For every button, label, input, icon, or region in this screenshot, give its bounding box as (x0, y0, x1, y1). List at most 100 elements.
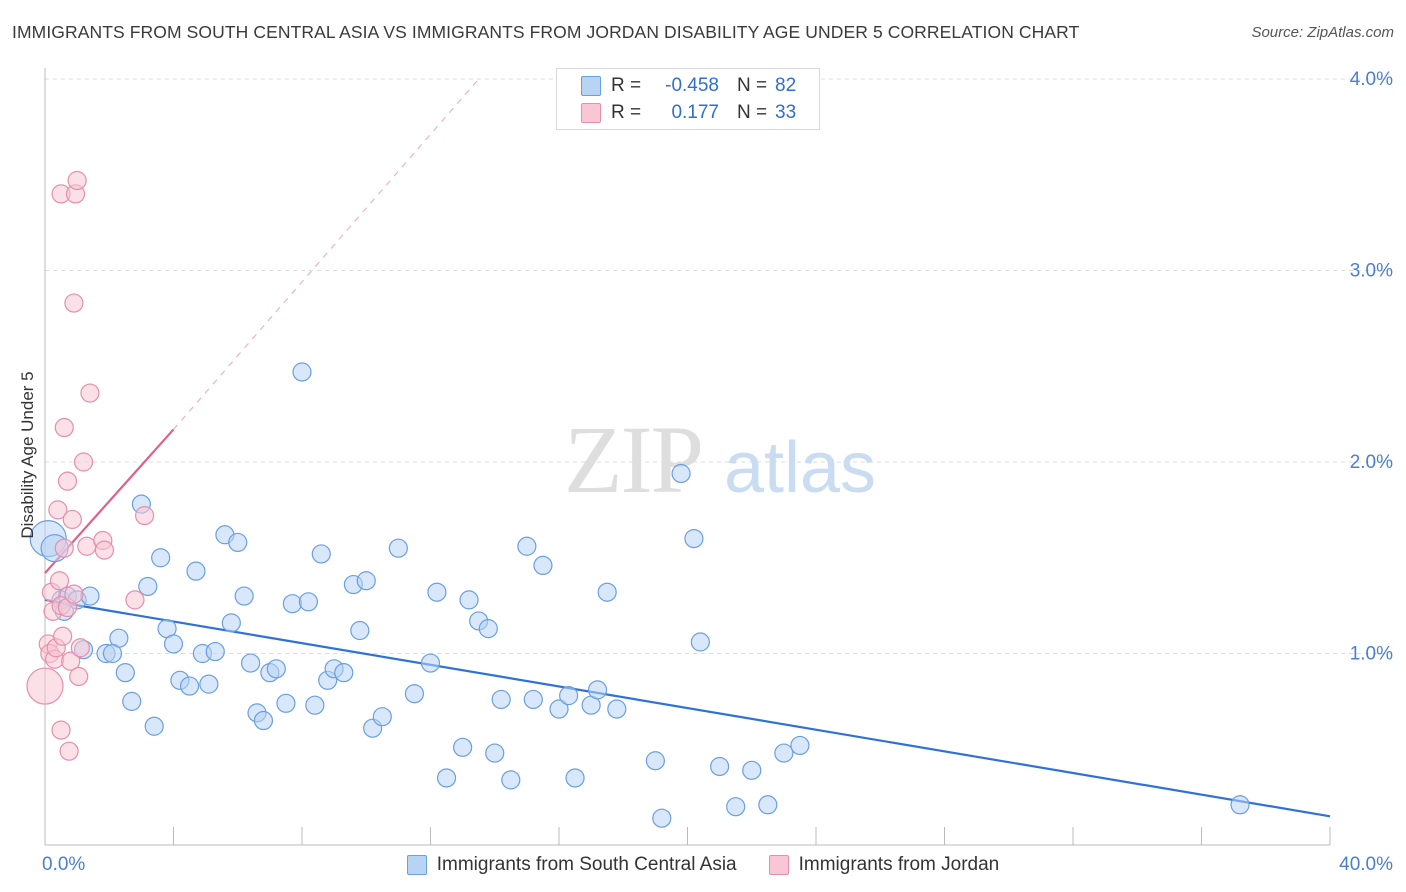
point-south-central-asia (372, 707, 392, 727)
legend-swatch-blue (406, 855, 427, 875)
point-south-central-asia (186, 561, 206, 581)
point-jordan (51, 720, 71, 740)
source-credit: Source: ZipAtlas.com (1251, 24, 1394, 41)
point-jordan (80, 383, 100, 403)
point-south-central-asia (199, 674, 219, 694)
point-south-central-asia (710, 756, 730, 777)
point-south-central-asia (485, 743, 505, 763)
stats-box: R = -0.458 N = 82 R = 0.177 N = 33 (556, 68, 820, 130)
point-south-central-asia (388, 538, 408, 558)
point-south-central-asia (292, 362, 312, 382)
stats-r-value: -0.458 (665, 75, 719, 96)
stats-n-value: 33 (775, 102, 797, 123)
y-tick-label: 1.0% (1350, 644, 1393, 665)
point-south-central-asia (80, 586, 100, 606)
point-jordan (67, 170, 87, 191)
legend-label: Immigrants from South Central Asia (436, 854, 737, 875)
point-south-central-asia (565, 768, 585, 788)
point-south-central-asia (533, 555, 553, 576)
point-south-central-asia (597, 582, 617, 602)
point-jordan (26, 667, 64, 705)
point-jordan (53, 626, 73, 646)
point-south-central-asia (684, 528, 704, 549)
point-south-central-asia (228, 532, 248, 553)
point-south-central-asia (491, 689, 511, 710)
legend-swatch-pink (768, 855, 789, 875)
legend-item-south-central-asia[interactable]: Immigrants from South Central Asia (406, 854, 737, 876)
trend-line-south-central-asia (44, 598, 1331, 818)
grid-lines (45, 78, 1392, 654)
point-south-central-asia (790, 735, 810, 756)
point-jordan (49, 571, 70, 591)
point-south-central-asia (453, 737, 473, 757)
point-jordan (48, 500, 68, 520)
point-south-central-asia (266, 659, 286, 679)
point-jordan (62, 509, 82, 530)
point-south-central-asia (690, 632, 710, 652)
point-south-central-asia (350, 620, 370, 641)
stats-swatch-pink (581, 103, 601, 123)
point-south-central-asia (459, 590, 479, 610)
point-south-central-asia (758, 795, 778, 815)
point-jordan (69, 666, 89, 687)
point-south-central-asia (163, 634, 184, 654)
point-south-central-asia (253, 710, 274, 731)
point-south-central-asia (241, 653, 261, 673)
y-axis-label: Disability Age Under 5 (18, 371, 37, 539)
legend-item-jordan[interactable]: Immigrants from Jordan (768, 854, 1000, 876)
point-south-central-asia (607, 699, 627, 719)
point-south-central-asia (282, 594, 302, 614)
point-south-central-asia (478, 619, 498, 639)
x-tick-label: 40.0% (1339, 854, 1393, 875)
point-south-central-asia (205, 641, 225, 662)
point-south-central-asia (179, 676, 200, 696)
point-south-central-asia (234, 586, 254, 606)
point-south-central-asia (517, 536, 537, 556)
point-south-central-asia (276, 693, 296, 713)
stats-n-label: N = (737, 102, 768, 123)
point-south-central-asia (122, 691, 142, 711)
point-south-central-asia (726, 797, 746, 817)
point-south-central-asia (774, 743, 794, 763)
point-jordan (70, 638, 90, 658)
point-south-central-asia (559, 686, 579, 706)
stats-n-value: 82 (775, 75, 797, 96)
y-tick-label: 2.0% (1350, 452, 1393, 473)
point-south-central-asia (587, 680, 608, 700)
point-south-central-asia (501, 770, 521, 790)
point-south-central-asia (404, 684, 425, 704)
point-south-central-asia (221, 613, 241, 633)
y-tick-label: 3.0% (1350, 261, 1393, 282)
stats-r-label: R = (611, 75, 642, 96)
point-jordan (73, 452, 94, 472)
point-south-central-asia (645, 751, 665, 771)
point-south-central-asia (1230, 795, 1250, 815)
point-south-central-asia (151, 548, 171, 568)
point-south-central-asia (138, 576, 158, 597)
point-south-central-asia (671, 463, 691, 484)
point-jordan (64, 293, 84, 313)
point-jordan (134, 506, 155, 526)
chart-legend: Immigrants from South Central Asia Immig… (0, 850, 1406, 880)
point-south-central-asia (102, 643, 123, 664)
watermark-atlas: atlas (724, 428, 876, 508)
watermark-zip: ZIP (564, 406, 702, 513)
point-jordan (57, 471, 78, 491)
point-south-central-asia (311, 544, 331, 564)
point-jordan (64, 584, 84, 604)
point-south-central-asia (436, 768, 457, 788)
point-south-central-asia (420, 653, 441, 673)
point-jordan (77, 536, 97, 556)
point-south-central-asia (652, 808, 672, 828)
stats-swatch-blue (581, 76, 601, 96)
stats-row-pink: R = 0.177 N = 33 (581, 100, 796, 126)
legend-label: Immigrants from Jordan (798, 854, 1000, 875)
point-jordan (61, 651, 81, 671)
chart-title: IMMIGRANTS FROM SOUTH CENTRAL ASIA VS IM… (12, 22, 1080, 42)
point-south-central-asia (298, 592, 319, 612)
point-jordan (54, 538, 74, 558)
point-south-central-asia (334, 663, 354, 683)
point-south-central-asia (356, 571, 376, 591)
point-south-central-asia (427, 582, 447, 602)
